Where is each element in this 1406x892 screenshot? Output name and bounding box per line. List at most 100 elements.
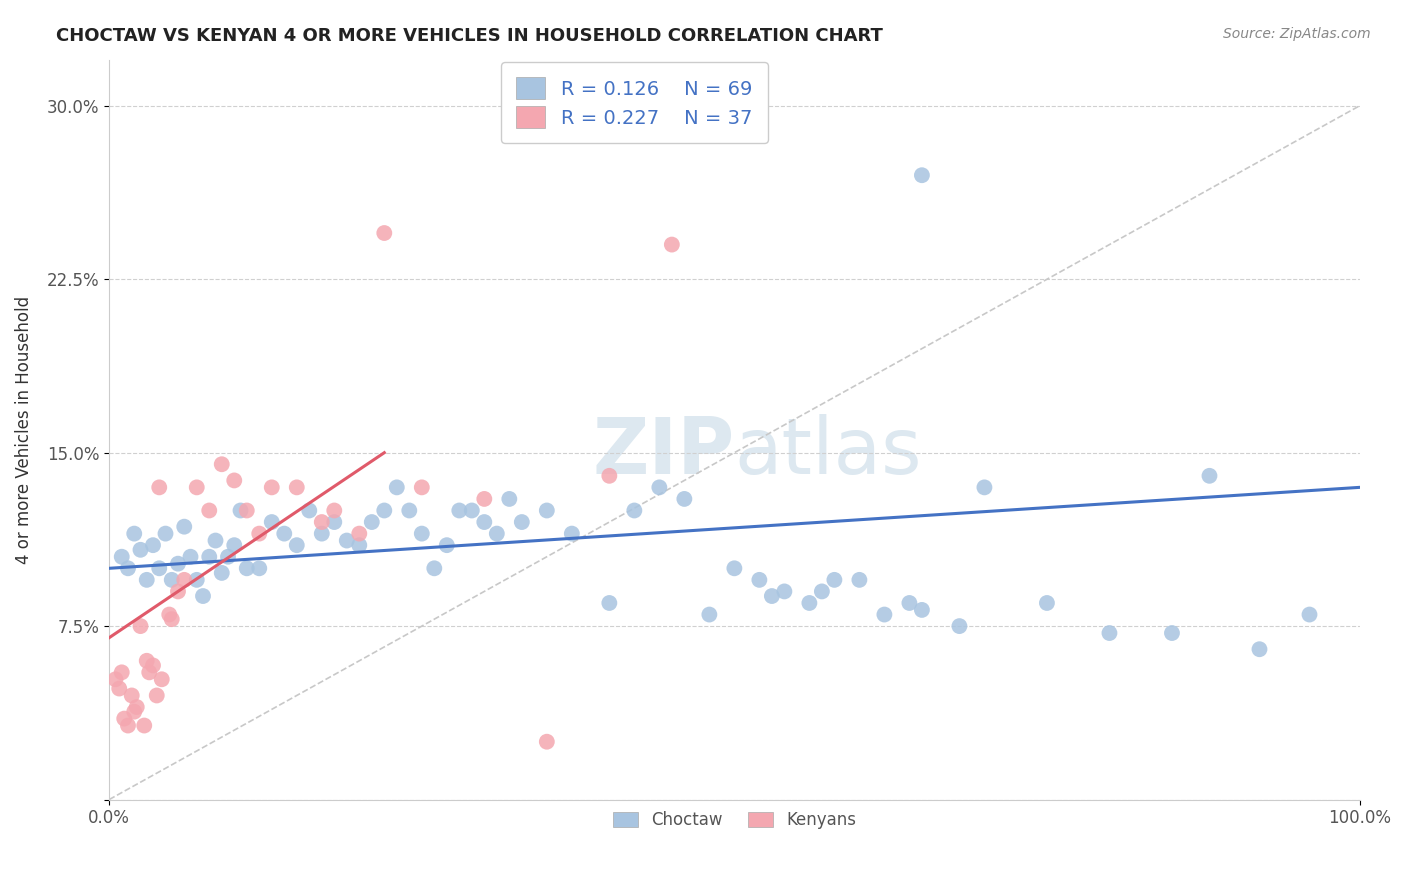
Point — [385, 480, 408, 494]
Point — [373, 226, 395, 240]
Point — [145, 689, 167, 703]
Point — [229, 503, 252, 517]
Point — [898, 596, 921, 610]
Point — [204, 533, 226, 548]
Point — [398, 503, 420, 517]
Text: Source: ZipAtlas.com: Source: ZipAtlas.com — [1223, 27, 1371, 41]
Point — [111, 549, 134, 564]
Point — [198, 549, 221, 564]
Point — [699, 607, 721, 622]
Legend: Choctaw, Kenyans: Choctaw, Kenyans — [606, 805, 863, 836]
Point — [373, 503, 395, 517]
Point — [911, 603, 934, 617]
Point — [1036, 596, 1059, 610]
Point — [1161, 626, 1184, 640]
Point — [510, 515, 533, 529]
Point — [536, 503, 558, 517]
Point — [648, 480, 671, 494]
Point — [761, 589, 783, 603]
Point — [121, 689, 143, 703]
Point — [117, 718, 139, 732]
Point — [125, 700, 148, 714]
Point — [122, 705, 145, 719]
Point — [661, 237, 683, 252]
Point — [224, 474, 246, 488]
Point — [1098, 626, 1121, 640]
Text: ZIP: ZIP — [592, 414, 734, 490]
Point — [148, 561, 170, 575]
Point — [285, 538, 308, 552]
Point — [311, 515, 333, 529]
Point — [298, 503, 321, 517]
Point — [311, 526, 333, 541]
Text: CHOCTAW VS KENYAN 4 OR MORE VEHICLES IN HOUSEHOLD CORRELATION CHART: CHOCTAW VS KENYAN 4 OR MORE VEHICLES IN … — [56, 27, 883, 45]
Point — [111, 665, 134, 680]
Point — [948, 619, 970, 633]
Point — [349, 538, 371, 552]
Point — [472, 491, 495, 506]
Point — [135, 573, 157, 587]
Point — [142, 538, 165, 552]
Point — [236, 561, 259, 575]
Point — [411, 526, 433, 541]
Point — [198, 503, 221, 517]
Point — [811, 584, 834, 599]
Point — [186, 573, 208, 587]
Point — [436, 538, 458, 552]
Point — [911, 168, 934, 182]
Point — [423, 561, 446, 575]
Point — [138, 665, 160, 680]
Point — [260, 515, 283, 529]
Point — [485, 526, 508, 541]
Point — [411, 480, 433, 494]
Point — [848, 573, 870, 587]
Point — [211, 457, 233, 471]
Point — [160, 612, 183, 626]
Point — [1298, 607, 1320, 622]
Point — [472, 515, 495, 529]
Point — [536, 735, 558, 749]
Point — [323, 515, 346, 529]
Point — [561, 526, 583, 541]
Point — [1198, 468, 1220, 483]
Point — [323, 503, 346, 517]
Point — [1249, 642, 1271, 657]
Point — [723, 561, 745, 575]
Point — [117, 561, 139, 575]
Point — [260, 480, 283, 494]
Point — [748, 573, 770, 587]
Point — [449, 503, 471, 517]
Point — [623, 503, 645, 517]
Point — [179, 549, 201, 564]
Point — [108, 681, 131, 696]
Point — [224, 538, 246, 552]
Point — [157, 607, 180, 622]
Point — [129, 619, 152, 633]
Point — [191, 589, 214, 603]
Point — [167, 584, 190, 599]
Point — [173, 519, 195, 533]
Point — [217, 549, 239, 564]
Point — [461, 503, 484, 517]
Point — [273, 526, 295, 541]
Point — [150, 673, 173, 687]
Point — [236, 503, 259, 517]
Point — [349, 526, 371, 541]
Point — [167, 557, 190, 571]
Point — [873, 607, 896, 622]
Point — [673, 491, 696, 506]
Point — [285, 480, 308, 494]
Point — [773, 584, 796, 599]
Point — [336, 533, 359, 548]
Point — [142, 658, 165, 673]
Point — [104, 673, 127, 687]
Point — [134, 718, 156, 732]
Point — [112, 712, 135, 726]
Y-axis label: 4 or more Vehicles in Household: 4 or more Vehicles in Household — [15, 295, 32, 564]
Point — [247, 561, 270, 575]
Point — [173, 573, 195, 587]
Point — [186, 480, 208, 494]
Point — [247, 526, 270, 541]
Point — [360, 515, 382, 529]
Text: atlas: atlas — [734, 414, 922, 490]
